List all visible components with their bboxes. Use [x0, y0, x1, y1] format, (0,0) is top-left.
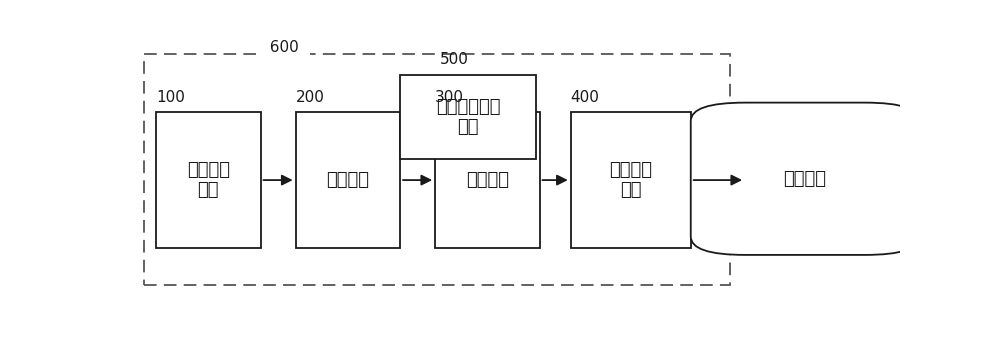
Text: 微控制器: 微控制器	[784, 170, 827, 188]
Text: 100: 100	[156, 90, 185, 105]
FancyBboxPatch shape	[296, 112, 400, 248]
Text: 500: 500	[440, 52, 469, 67]
Text: 600: 600	[260, 40, 308, 55]
Text: 隔离检测
单元: 隔离检测 单元	[609, 161, 652, 199]
FancyBboxPatch shape	[571, 112, 691, 248]
FancyBboxPatch shape	[691, 103, 919, 255]
Text: 降压储能
单元: 降压储能 单元	[187, 161, 230, 199]
Text: 阻止电流反灌
单元: 阻止电流反灌 单元	[436, 98, 500, 136]
FancyBboxPatch shape	[400, 75, 536, 159]
Text: 比较单元: 比较单元	[466, 171, 509, 189]
Text: 200: 200	[296, 90, 324, 105]
FancyBboxPatch shape	[156, 112, 261, 248]
Text: 300: 300	[435, 90, 464, 105]
Text: 400: 400	[571, 90, 600, 105]
Text: 分压单元: 分压单元	[326, 171, 369, 189]
FancyBboxPatch shape	[435, 112, 540, 248]
